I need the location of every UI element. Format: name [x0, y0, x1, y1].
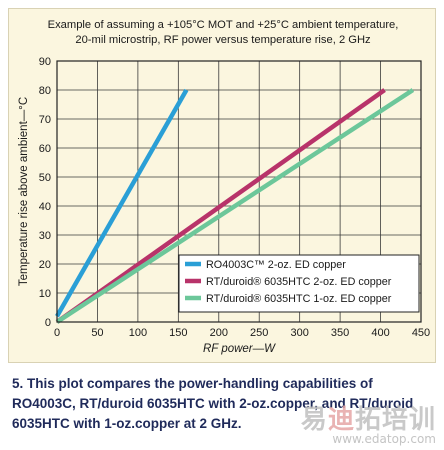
series-line-1 [55, 88, 189, 318]
y-axis-label: Temperature rise above ambient—°C [18, 97, 30, 286]
watermark-char: 拓 [354, 405, 382, 435]
x-tick-label: 400 [371, 327, 389, 339]
figure-caption: 5. This plot compares the power-handling… [12, 376, 414, 431]
watermark-url: www.edatop.com [332, 432, 436, 446]
x-tick-label: 450 [412, 327, 430, 339]
x-tick-label: 0 [54, 327, 60, 339]
x-tick-label: 250 [250, 327, 268, 339]
legend: RO4003C™ 2-oz. ED copper RT/duroid® 6035H… [178, 254, 420, 313]
watermark-char: 迪 [327, 405, 355, 435]
y-tick-label: 50 [39, 172, 51, 184]
plot-frame [56, 60, 422, 323]
watermark: 易迪拓培训 www.edatop.com [301, 399, 436, 446]
x-axis-label: RF power—W [203, 343, 276, 355]
watermark-logo-text: 易迪拓培训 [301, 399, 436, 436]
watermark-char: 易 [300, 405, 328, 435]
y-tick-label: 90 [39, 56, 51, 68]
y-tick-label: 10 [39, 288, 51, 300]
legend-label: RT/duroid® 6035HTC 2-oz. ED copper [206, 276, 392, 288]
legend-label: RT/duroid® 6035HTC 1-oz. ED copper [206, 293, 392, 305]
y-tick-label: 0 [45, 317, 51, 329]
x-tick-label: 350 [331, 327, 349, 339]
x-tick-label: 150 [169, 327, 187, 339]
y-tick-label: 80 [39, 85, 51, 97]
chart-title-line-1: Example of assuming a +105°C MOT and +25… [48, 19, 399, 31]
y-tick-label: 60 [39, 143, 51, 155]
series-lines [55, 88, 415, 324]
figure-panel: Example of assuming a +105°C MOT and +25… [8, 8, 436, 363]
y-tick-label: 20 [39, 259, 51, 271]
watermark-char: 培 [381, 405, 409, 435]
legend-label: RO4003C™ 2-oz. ED copper [206, 259, 346, 271]
series-line-2 [55, 88, 386, 324]
tick-labels: 0 50 100 150 200 250 300 350 400 450 0 10 20 30 40 50 60… [39, 56, 430, 339]
x-tick-label: 50 [91, 327, 103, 339]
series-line-3 [55, 88, 415, 324]
x-tick-label: 300 [290, 327, 308, 339]
x-tick-label: 100 [129, 327, 147, 339]
watermark-char: 训 [408, 405, 436, 435]
legend-box [178, 254, 420, 313]
x-tick-label: 200 [210, 327, 228, 339]
y-tick-label: 40 [39, 201, 51, 213]
chart-title-line-2: 20-mil microstrip, RF power versus tempe… [75, 34, 371, 46]
y-tick-label: 70 [39, 114, 51, 126]
chart: Example of assuming a +105°C MOT and +25… [18, 19, 430, 355]
y-tick-label: 30 [39, 230, 51, 242]
